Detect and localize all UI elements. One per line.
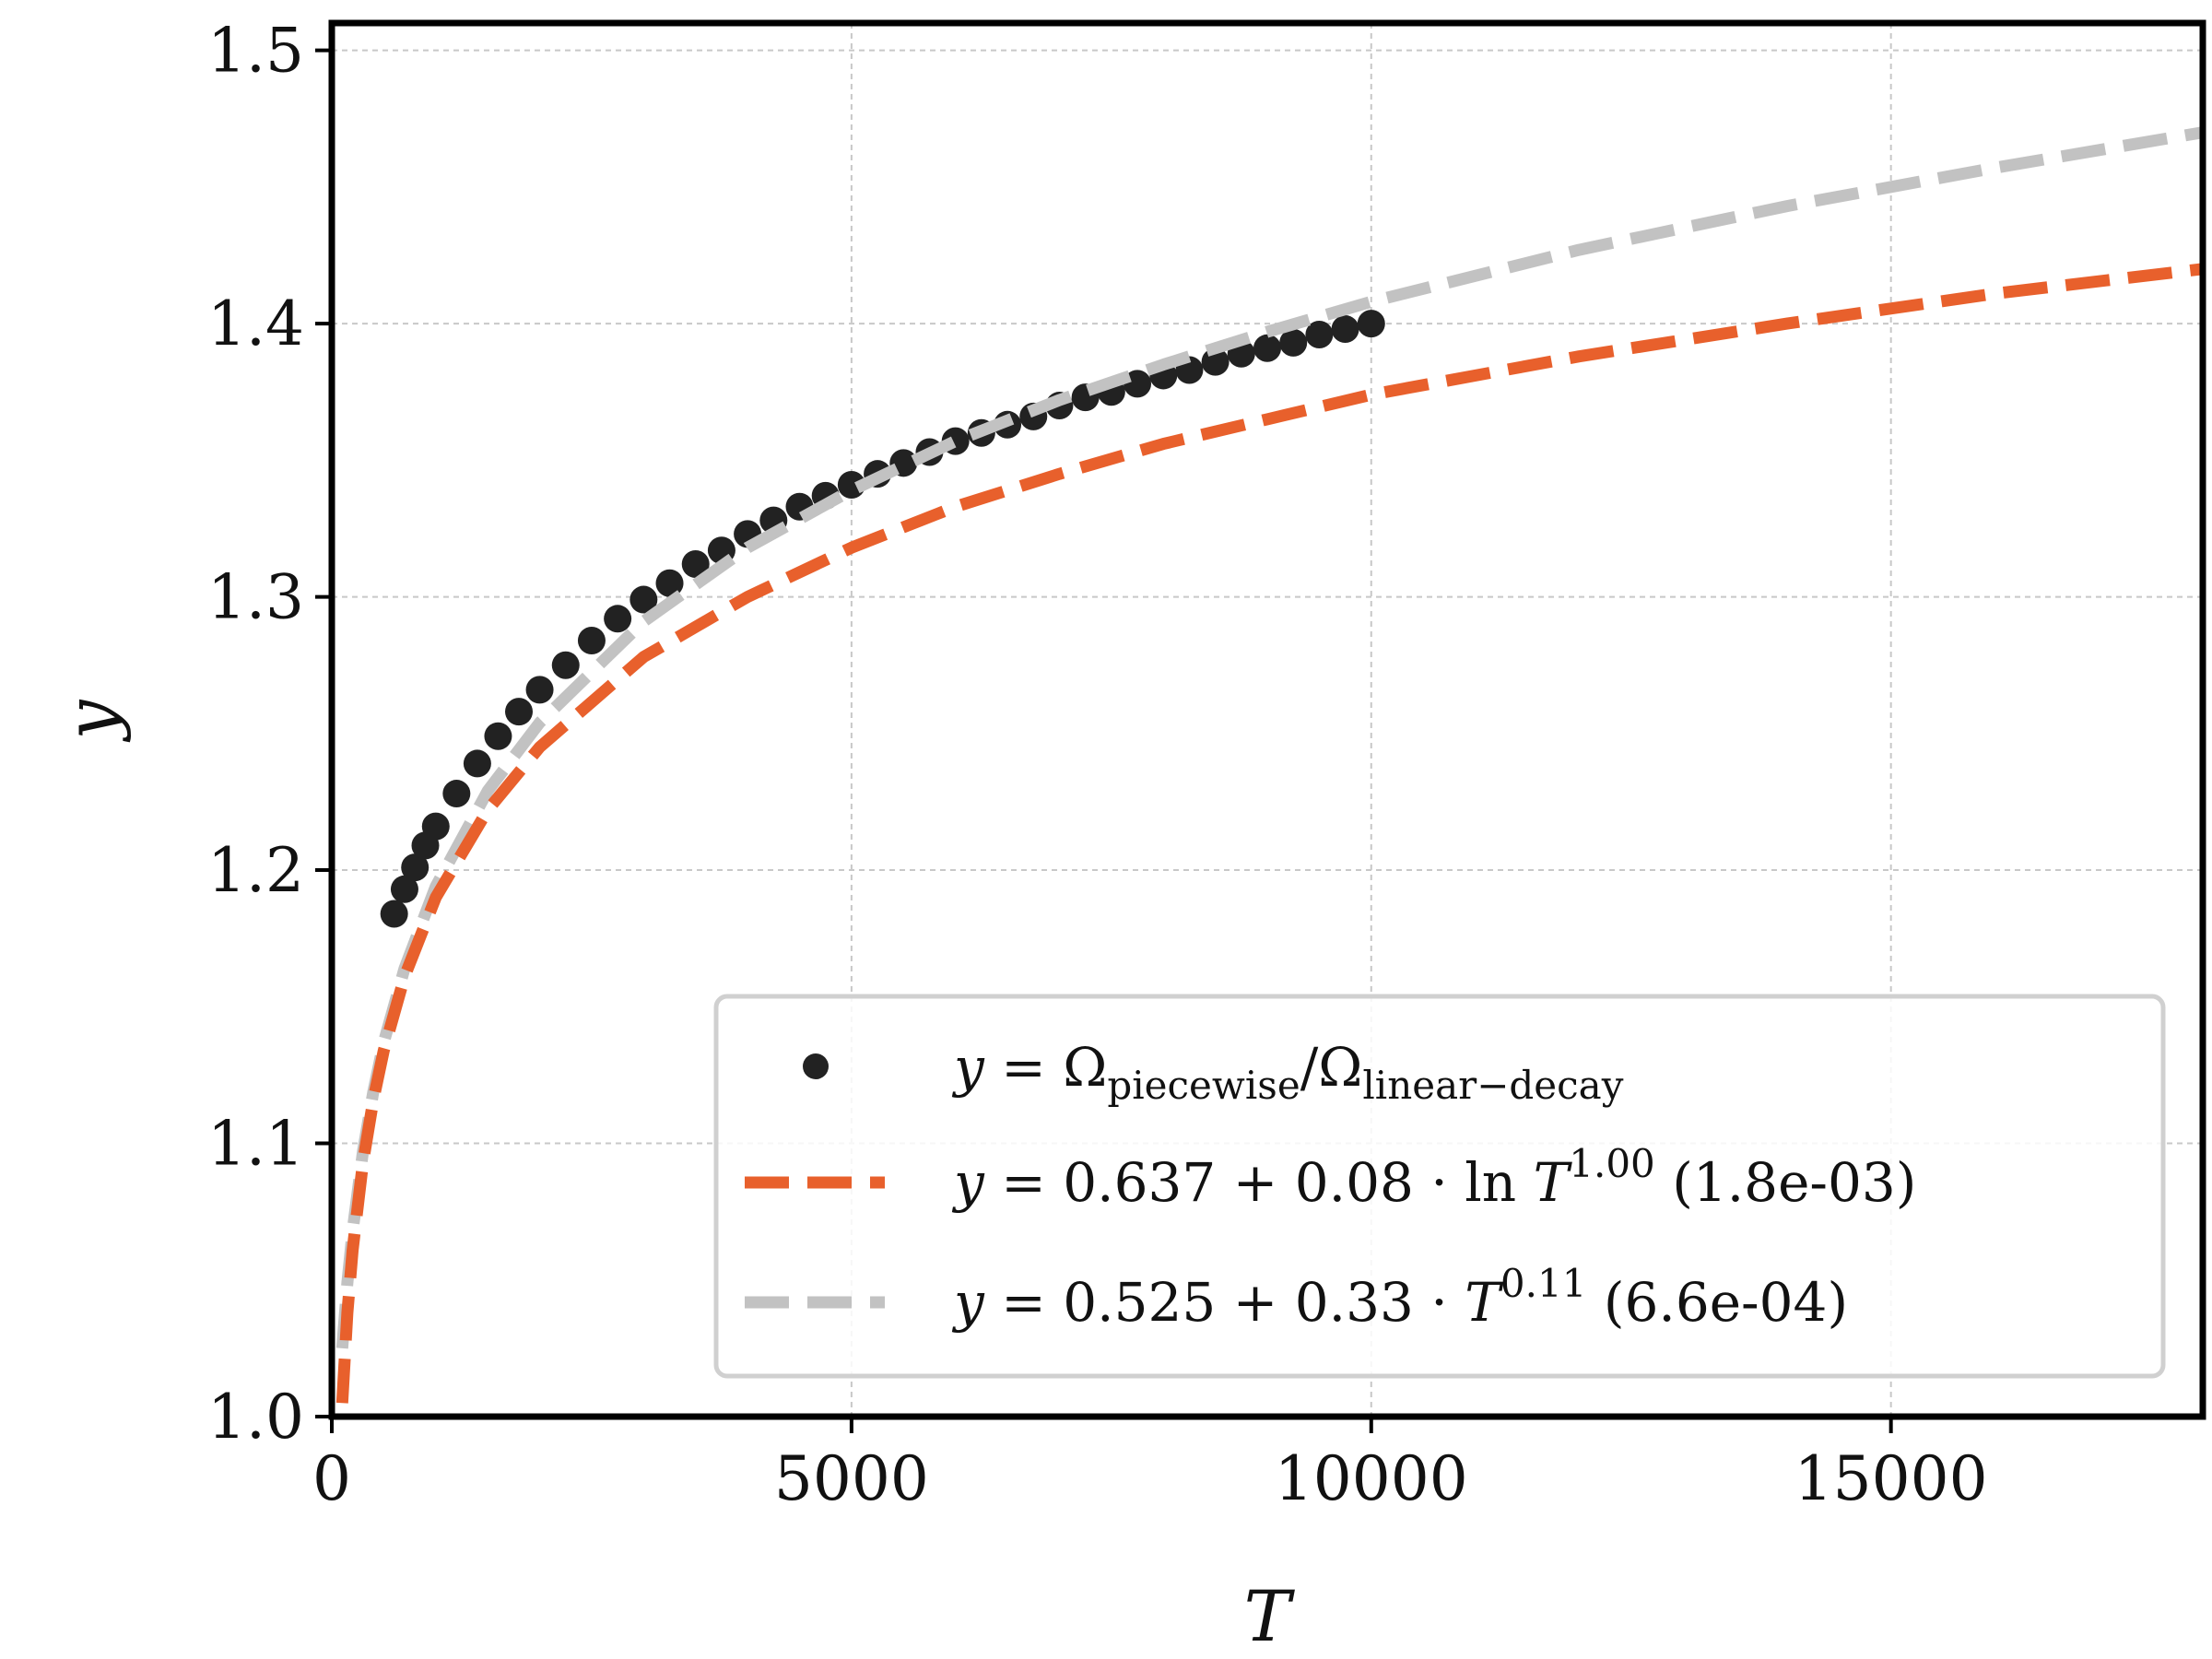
data-point [551, 651, 580, 679]
data-point [655, 569, 684, 597]
legend-entry-data-slash: /Ω [1300, 1036, 1363, 1099]
data-point [484, 722, 512, 750]
data-point [681, 550, 710, 579]
legend-entry-data: y = Ωpiecewise/Ωlinear−decay [951, 1036, 1624, 1108]
y-tick-label: 1.5 [207, 16, 304, 87]
x-axis-label: T [1244, 1575, 1296, 1657]
data-point [1279, 328, 1308, 357]
data-point [1331, 315, 1359, 344]
legend-entry-power-fit-lhs: y [951, 1271, 985, 1334]
y-tick-label: 1.2 [207, 835, 304, 906]
data-point [837, 471, 865, 500]
legend-entry-power-fit: y = 0.525 + 0.33 · T0.11 (6.6e-04) [951, 1261, 1848, 1334]
data-point [1124, 370, 1152, 398]
data-point [1253, 334, 1281, 362]
data-point [463, 749, 491, 778]
data-point [401, 853, 429, 882]
x-tick-label: 5000 [774, 1443, 929, 1514]
data-point [390, 875, 418, 903]
legend-entry-log-fit-var: T [1534, 1151, 1573, 1214]
legend-entry-data-sub2: linear−decay [1362, 1063, 1623, 1108]
plot-frame [328, 19, 2206, 1420]
legend-entry-log-fit-err: (1.8e-03) [1655, 1151, 1917, 1214]
data-point [577, 627, 606, 655]
y-tick-label: 1.4 [207, 288, 304, 359]
y-tick-label: 1.0 [207, 1382, 304, 1453]
legend-entry-data-sub1: piecewise [1107, 1063, 1300, 1108]
data-point [505, 698, 533, 726]
legend-entry-data-eq: = Ω [984, 1036, 1108, 1099]
legend-entry-log-fit-rhs: = 0.637 + 0.08 · ln [984, 1151, 1534, 1214]
y-axis-label: y [50, 699, 132, 742]
series-line-log-fit [335, 263, 2203, 1404]
legend: y = Ωpiecewise/Ωlinear−decay y = 0.637 +… [713, 994, 2166, 1379]
legend-entry-power-fit-rhs: = 0.525 + 0.33 · [984, 1271, 1465, 1334]
data-point [380, 900, 408, 928]
x-tick-label: 15000 [1794, 1443, 1988, 1514]
y-tick-label: 1.1 [207, 1109, 304, 1180]
data-point [1305, 320, 1334, 348]
data-point [604, 605, 632, 633]
legend-entry-power-fit-sup: 0.11 [1500, 1261, 1587, 1306]
legend-entry-log-fit-sup: 1.00 [1569, 1141, 1655, 1186]
data-point [421, 812, 450, 841]
x-tick-label: 10000 [1275, 1443, 1468, 1514]
legend-entry-log-fit-lhs: y [951, 1151, 985, 1214]
legend-marker-data [803, 1053, 829, 1079]
legend-box [713, 994, 2166, 1379]
legend-entry-data-lhs: y [951, 1036, 985, 1099]
data-point [525, 676, 554, 704]
data-point [442, 780, 471, 808]
data-point [629, 585, 658, 614]
legend-entry-log-fit: y = 0.637 + 0.08 · ln T1.00 (1.8e-03) [951, 1141, 1916, 1214]
x-tick-label: 0 [312, 1443, 351, 1514]
legend-entry-power-fit-err: (6.6e-04) [1586, 1271, 1848, 1334]
legend-entry-power-fit-var: T [1465, 1271, 1504, 1334]
data-point [1357, 310, 1385, 338]
plot-area [335, 126, 2203, 1404]
axis-ticks: 0 5000 10000 15000 1.0 1.1 1.2 1.3 1.4 1.5 [207, 16, 1988, 1514]
y-tick-label: 1.3 [207, 562, 304, 633]
